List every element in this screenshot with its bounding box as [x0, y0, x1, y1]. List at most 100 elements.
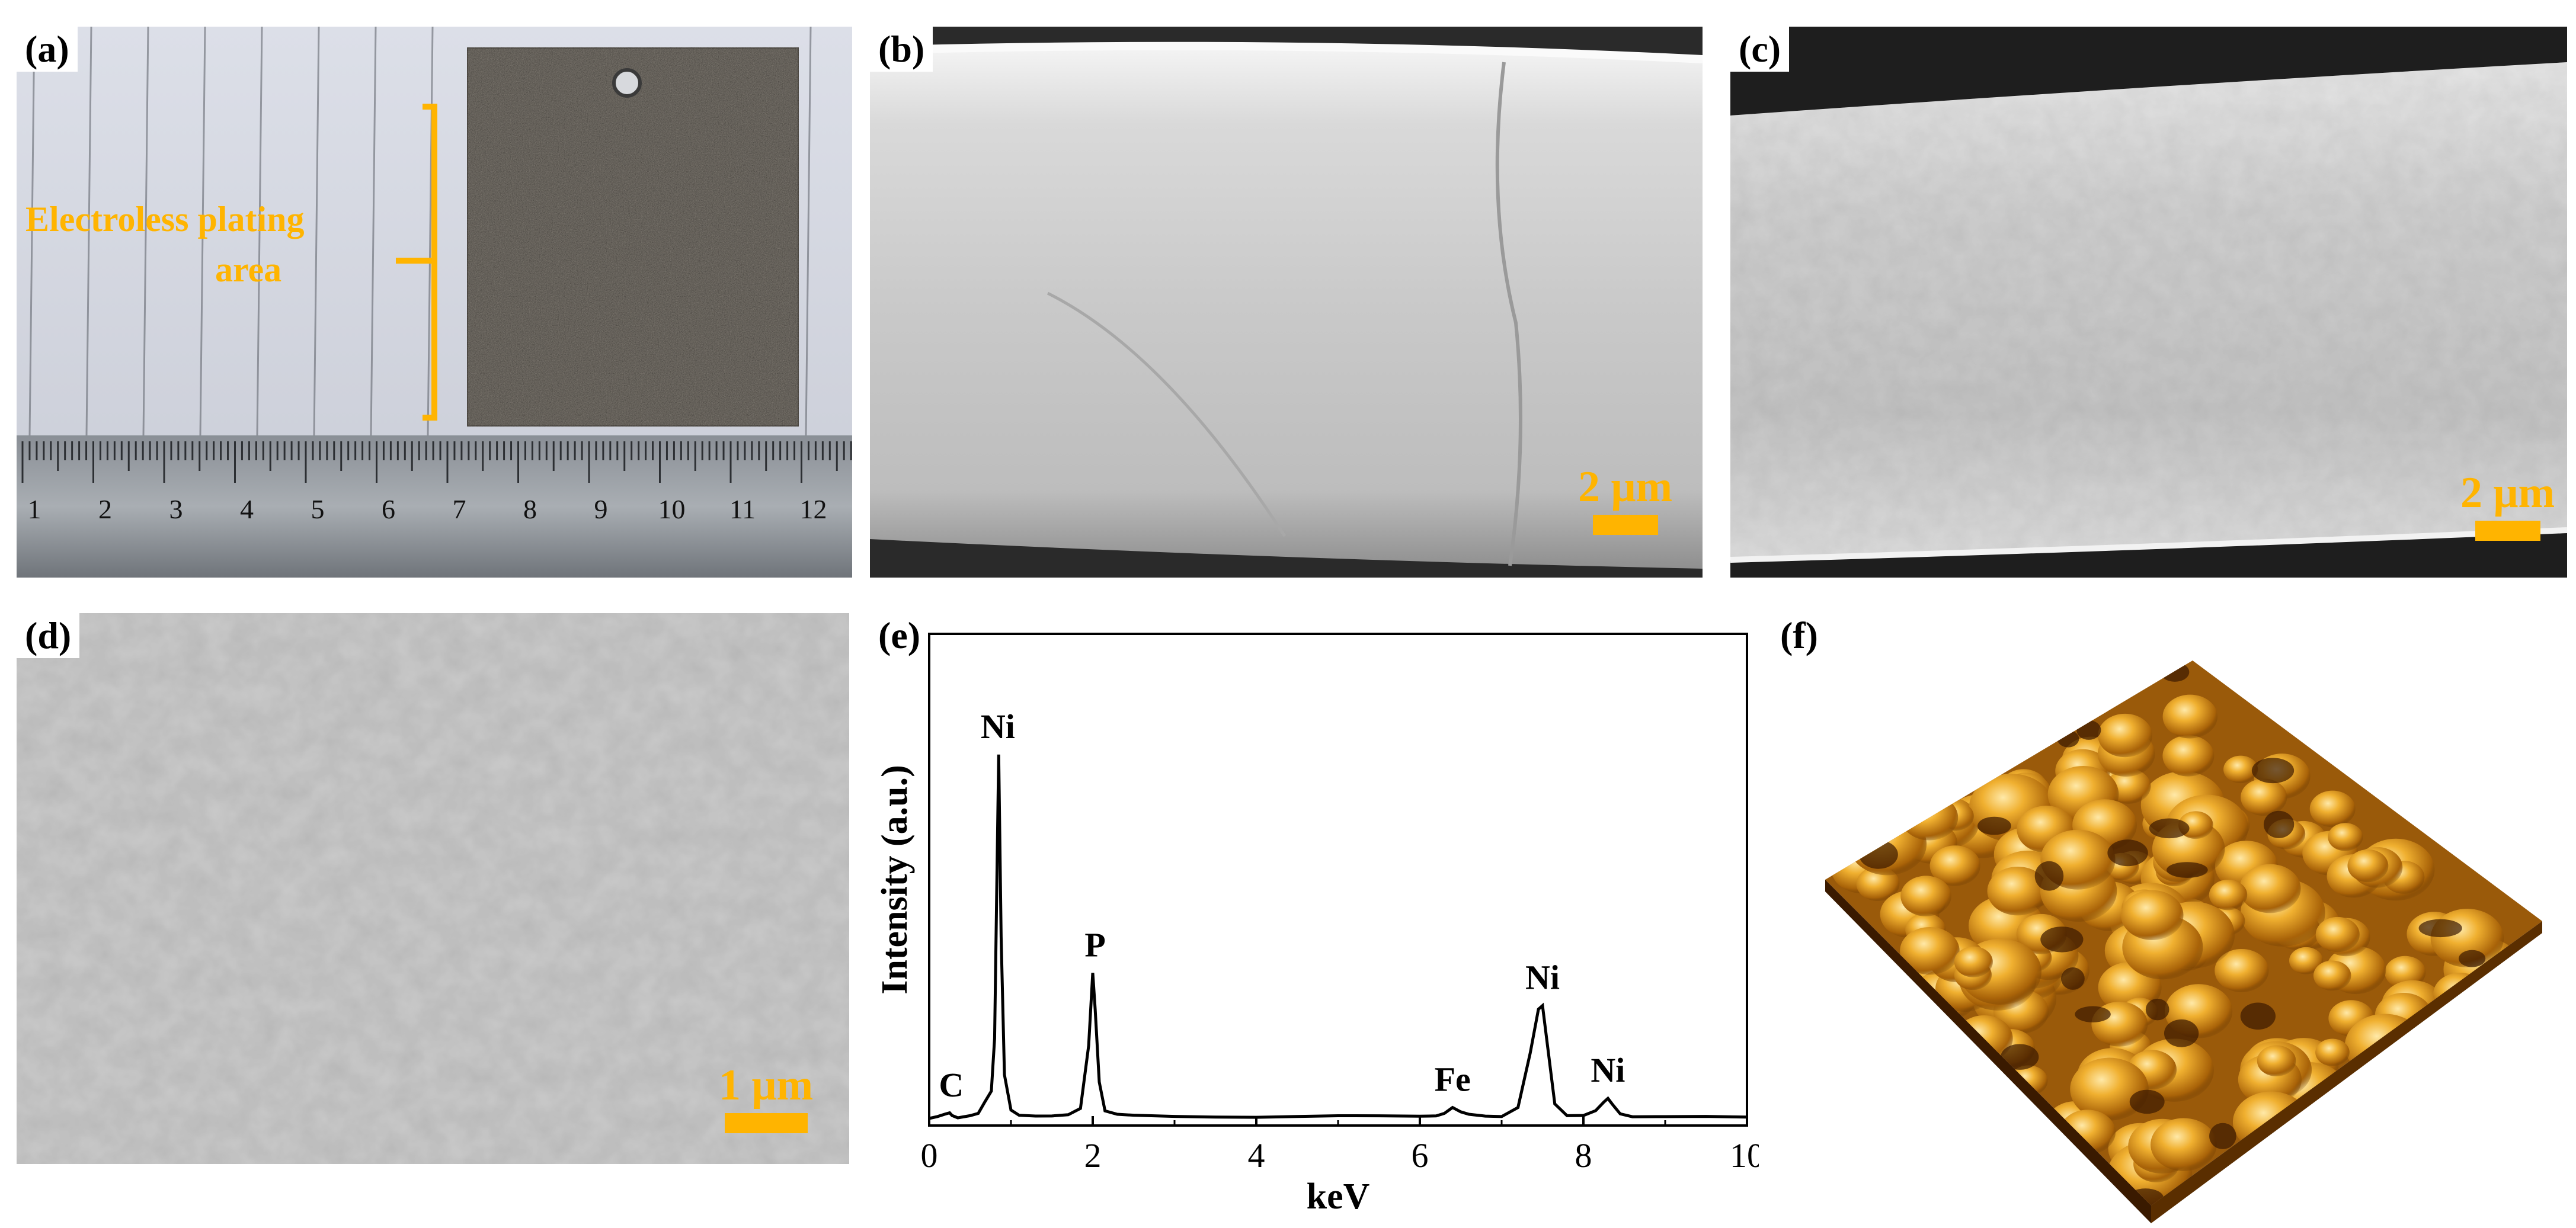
- afm-pit: [2459, 950, 2486, 967]
- sem-surface-d: [17, 613, 849, 1164]
- fiber-body: [870, 46, 1703, 569]
- panel-e-chart: (e) 0 2 4 6 8 10 keV Intensity (a.u.) Ni P C Fe N…: [870, 613, 1759, 1228]
- x-tick-label: 2: [1084, 1136, 1102, 1175]
- x-axis-label: keV: [1307, 1176, 1370, 1217]
- scale-bar-d: 1 μm: [719, 1063, 813, 1133]
- gridline: [427, 27, 434, 436]
- gridline: [256, 27, 263, 436]
- ruler-numbers: 1 2 3 4 5 6 7 8 9 10 11 12: [28, 494, 827, 524]
- afm-pit: [2034, 861, 2064, 891]
- afm-grain: [2257, 1045, 2296, 1077]
- annotation-line1: Electroless plating: [25, 200, 305, 239]
- afm-pit: [1858, 840, 1898, 869]
- plated-sample: [466, 46, 800, 428]
- afm-grain: [2289, 947, 2324, 974]
- ruler-number: 9: [594, 494, 608, 524]
- afm-grain: [2209, 879, 2248, 910]
- y-axis-label: Intensity (a.u.): [875, 765, 915, 995]
- ruler-number: 11: [729, 494, 756, 524]
- annotation-line2: area: [215, 250, 281, 289]
- ruler-number: 1: [28, 494, 41, 524]
- scale-bar-c-text: 2 μm: [2460, 469, 2555, 517]
- fiber-bottom-edge: [1730, 527, 2567, 563]
- surface-texture: [17, 613, 849, 1164]
- afm-grain: [2347, 849, 2389, 883]
- gridline: [370, 27, 377, 436]
- afm-grain: [2223, 755, 2258, 784]
- scale-bar-c: 2 μm: [2460, 471, 2555, 541]
- afm-grain: [1929, 845, 1980, 886]
- spectrum-line: [929, 754, 1748, 1120]
- afm-grain: [2315, 916, 2360, 953]
- afm-grains: [1831, 662, 2523, 1205]
- afm-pit: [2164, 1019, 2199, 1047]
- plating-area-bracket: [396, 104, 437, 421]
- ruler-number: 2: [98, 494, 112, 524]
- afm-pit: [2149, 818, 2190, 839]
- afm-pit: [2107, 839, 2148, 867]
- scale-bar-c-bar: [2475, 521, 2540, 541]
- peak-label: C: [939, 1066, 964, 1104]
- ruler-number: 12: [800, 494, 827, 524]
- afm-pit: [2263, 810, 2295, 838]
- afm-grain: [2162, 735, 2215, 777]
- afm-pit: [2129, 1089, 2165, 1114]
- panel-c-label: (c): [1730, 27, 1790, 72]
- fiber-top-edge: [870, 41, 1703, 63]
- gridline: [805, 27, 812, 436]
- afm-pit: [2167, 862, 2208, 878]
- afm-pit: [2251, 758, 2295, 784]
- panel-d-label: (d): [17, 613, 80, 658]
- ruler-number: 4: [240, 494, 254, 524]
- afm-pit: [1977, 816, 2011, 835]
- sem-fiber-c: [1730, 27, 2567, 578]
- x-tick-label: 10: [1730, 1136, 1759, 1175]
- afm-pit: [2057, 730, 2079, 748]
- afm-grain: [1900, 876, 1951, 916]
- gridline: [199, 27, 206, 436]
- afm-pit: [2040, 926, 2084, 953]
- afm-pit: [2076, 720, 2101, 740]
- afm-grain: [2328, 823, 2363, 851]
- panel-d-sem: (d) 1 μm: [17, 613, 849, 1164]
- peak-label: Ni: [981, 707, 1015, 746]
- afm-grain: [1954, 946, 1993, 977]
- afm-pit: [2145, 998, 2169, 1021]
- x-axis-ticks: 0 2 4 6 8 10: [921, 1116, 1759, 1175]
- gridline: [142, 27, 149, 436]
- peak-label: Ni: [1591, 1051, 1625, 1089]
- gridline: [85, 27, 92, 436]
- ruler-ticks: [21, 441, 852, 483]
- panel-a-label: (a): [17, 27, 78, 72]
- afm-grain: [2070, 1057, 2149, 1121]
- ruler-number: 3: [169, 494, 183, 524]
- ruler: [17, 435, 852, 578]
- afm-grain: [2241, 778, 2287, 816]
- afm-pit: [2160, 662, 2190, 682]
- afm-grain: [2098, 713, 2152, 758]
- panel-c-sem: (c) 2 μm: [1730, 27, 2567, 578]
- paper-gridlines: [28, 27, 812, 436]
- x-tick-label: 8: [1575, 1136, 1592, 1175]
- afm-grain: [2315, 1038, 2350, 1066]
- ruler-number: 7: [453, 494, 466, 524]
- ruler-number: 8: [523, 494, 537, 524]
- scale-bar-d-bar: [724, 1113, 808, 1133]
- x-tick-label: 6: [1412, 1136, 1429, 1175]
- afm-grain: [2313, 960, 2351, 991]
- afm-pit: [2209, 1123, 2236, 1149]
- fiber-body: [1730, 62, 2567, 560]
- sample-hole: [612, 68, 642, 98]
- sem-fiber-b: [870, 27, 1703, 578]
- scale-bar-d-text: 1 μm: [719, 1061, 814, 1110]
- afm-grain: [2121, 890, 2184, 941]
- peak-label: P: [1084, 925, 1105, 964]
- scale-bar-b-bar: [1592, 515, 1658, 535]
- afm-pit: [2075, 1006, 2111, 1022]
- fiber-seam: [1495, 62, 1522, 566]
- afm-grain: [2215, 948, 2269, 992]
- scale-bar-b: 2 μm: [1578, 465, 1672, 535]
- ruler-number: 6: [382, 494, 395, 524]
- peak-label: Ni: [1525, 958, 1560, 997]
- afm-pit: [2418, 919, 2462, 938]
